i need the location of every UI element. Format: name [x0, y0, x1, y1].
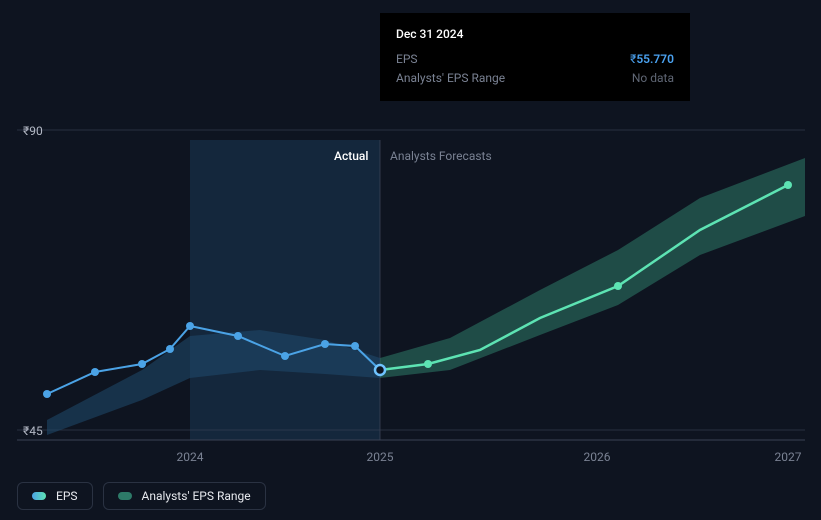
legend-swatch-icon: [32, 492, 46, 500]
tooltip-value-number: 55.770: [636, 52, 674, 66]
legend-item-label: EPS: [56, 489, 78, 503]
tooltip-row-value: ₹55.770: [630, 50, 674, 69]
section-label-actual: Actual: [334, 149, 368, 163]
tooltip-row-label: Analysts' EPS Range: [396, 69, 505, 88]
tooltip-row: EPS ₹55.770: [396, 50, 674, 69]
legend-swatch-icon: [118, 492, 132, 500]
x-axis-label: 2024: [177, 450, 204, 464]
tooltip-row-value: No data: [632, 69, 674, 88]
legend-item-eps-range[interactable]: Analysts' EPS Range: [103, 482, 266, 510]
chart-legend: EPS Analysts' EPS Range: [17, 482, 266, 510]
y-axis-label: ₹45: [23, 424, 43, 438]
chart-tooltip: Dec 31 2024 EPS ₹55.770 Analysts' EPS Ra…: [380, 13, 690, 101]
tooltip-row-label: EPS: [396, 50, 418, 69]
x-axis-label: 2026: [584, 450, 611, 464]
legend-item-label: Analysts' EPS Range: [142, 489, 251, 503]
tooltip-row: Analysts' EPS Range No data: [396, 69, 674, 88]
x-axis-label: 2027: [775, 450, 802, 464]
x-axis-label: 2025: [367, 450, 394, 464]
legend-item-eps[interactable]: EPS: [17, 482, 93, 510]
section-label-forecast: Analysts Forecasts: [390, 149, 492, 163]
y-axis-label: ₹90: [23, 124, 43, 138]
tooltip-title: Dec 31 2024: [396, 25, 674, 44]
eps-forecast-chart: ₹90 ₹45 Actual Analysts Forecasts 2024 2…: [0, 0, 821, 520]
